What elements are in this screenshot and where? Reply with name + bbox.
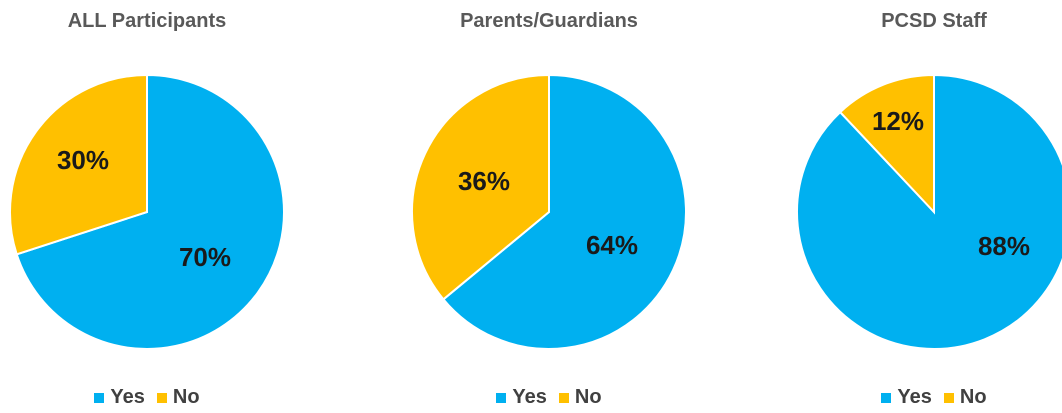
legend-item-no: No: [156, 386, 200, 409]
chart-title: Parents/Guardians: [460, 10, 638, 32]
legend-swatch-no: [943, 392, 954, 403]
slice-no: [411, 73, 550, 301]
chart-parents-guardians: Parents/Guardians 64% 36% Yes No: [402, 0, 696, 413]
slice-label-yes: 70%: [179, 242, 231, 272]
slice-label-yes: 64%: [586, 230, 638, 260]
slice-label-no: 30%: [57, 145, 109, 175]
chart-all-participants: ALL Participants 70% 30% Yes No: [0, 0, 294, 413]
legend-item-no: No: [558, 386, 602, 409]
legend-label-yes: Yes: [110, 386, 145, 408]
pie-chart: 88% 12%: [796, 73, 1062, 350]
chart-title: PCSD Staff: [881, 10, 987, 32]
slice-yes: [442, 73, 687, 350]
legend: Yes No: [787, 386, 1062, 409]
legend: Yes No: [0, 386, 294, 409]
legend-item-yes: Yes: [881, 386, 932, 409]
legend-swatch-yes: [496, 392, 507, 403]
slice-no: [9, 73, 148, 256]
legend-item-yes: Yes: [496, 386, 547, 409]
slice-yes: [15, 73, 285, 350]
pie-chart: 64% 36%: [411, 73, 687, 350]
legend-swatch-yes: [94, 392, 105, 403]
chart-title: ALL Participants: [67, 10, 227, 32]
legend-label-yes: Yes: [897, 386, 932, 408]
legend-label-yes: Yes: [512, 386, 547, 408]
legend-swatch-yes: [881, 392, 892, 403]
legend-swatch-no: [558, 392, 569, 403]
legend-label-no: No: [959, 386, 987, 408]
chart-pcsd-staff: PCSD Staff 88% 12% Yes No: [787, 0, 1062, 413]
legend-item-no: No: [943, 386, 987, 409]
slice-no: [838, 73, 935, 215]
slice-label-no: 36%: [458, 166, 510, 196]
slice-yes: [796, 73, 1062, 350]
slice-label-no: 12%: [872, 106, 924, 136]
legend-swatch-no: [156, 392, 167, 403]
pie-chart: 70% 30%: [9, 73, 285, 350]
legend-item-yes: Yes: [94, 386, 145, 409]
legend-label-no: No: [172, 386, 200, 408]
legend-label-no: No: [574, 386, 602, 408]
legend: Yes No: [402, 386, 696, 409]
slice-label-yes: 88%: [978, 231, 1030, 261]
